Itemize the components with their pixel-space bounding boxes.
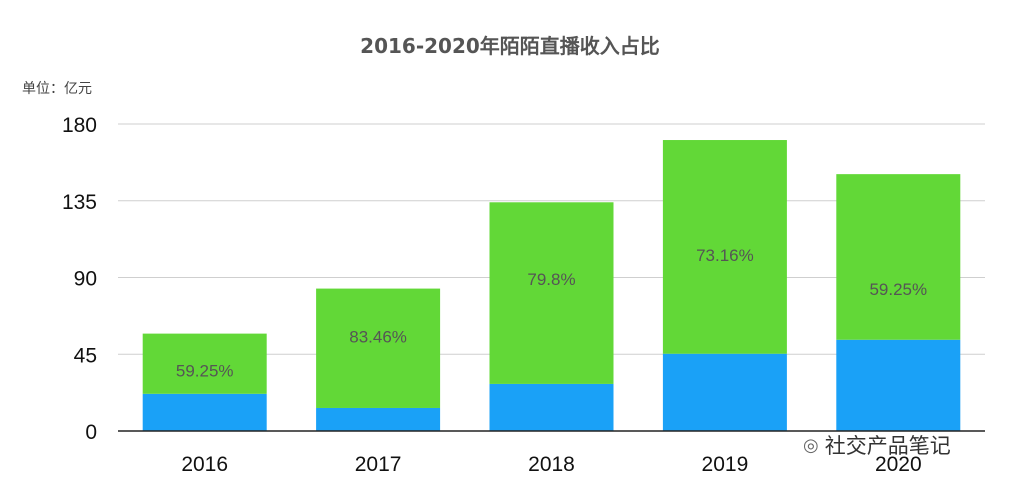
bar-segment [489, 383, 614, 431]
watermark: ◎ 社交产品笔记 [803, 430, 951, 460]
x-tick-label: 2017 [355, 453, 402, 476]
bar-segment [142, 393, 267, 431]
data-label: 73.16% [696, 246, 754, 265]
wechat-icon: ◎ [803, 434, 819, 456]
bar-segment [662, 140, 787, 354]
bar-segment [662, 353, 787, 431]
bar-segment [142, 333, 267, 394]
chart-title: 2016-2020年陌陌直播收入占比 [360, 34, 660, 58]
y-tick-label: 0 [85, 421, 97, 444]
y-tick-label: 135 [62, 191, 97, 214]
data-label: 59.25% [869, 280, 927, 299]
x-tick-label: 2018 [528, 453, 575, 476]
bar-segment [316, 288, 441, 408]
x-tick-label: 2016 [181, 453, 228, 476]
unit-label: 单位：亿元 [22, 81, 92, 97]
bar-segment [836, 174, 961, 340]
data-label: 83.46% [349, 327, 407, 346]
watermark-text: 社交产品笔记 [824, 434, 951, 458]
bar-segment [489, 202, 614, 384]
data-label: 59.25% [176, 362, 234, 381]
x-tick-label: 2020 [875, 453, 922, 476]
y-tick-label: 90 [74, 268, 97, 291]
y-tick-label: 180 [62, 114, 97, 137]
y-tick-label: 45 [74, 344, 97, 367]
bar-segment [316, 407, 441, 431]
bar-segment [836, 339, 961, 431]
x-tick-label: 2019 [702, 453, 749, 476]
data-label: 79.8% [527, 270, 575, 289]
